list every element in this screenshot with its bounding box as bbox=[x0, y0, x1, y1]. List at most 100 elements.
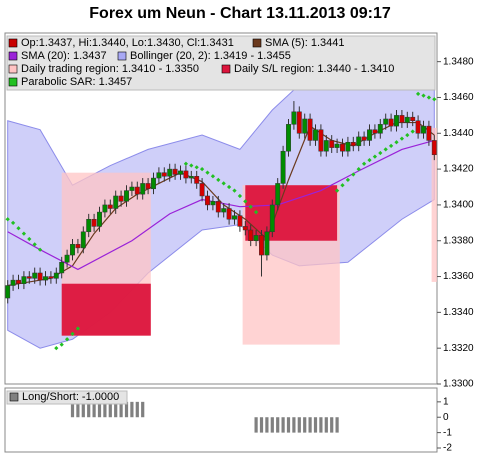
bar bbox=[313, 417, 318, 433]
candle-body bbox=[118, 195, 124, 202]
candle-body bbox=[253, 235, 259, 241]
sar-dot bbox=[399, 136, 405, 141]
candle-body bbox=[172, 168, 178, 175]
sar-dot bbox=[378, 150, 383, 156]
bar bbox=[87, 401, 91, 418]
candle-body bbox=[91, 218, 97, 227]
bar bbox=[319, 417, 323, 433]
legend-label: SMA (20): 1.3437 bbox=[21, 50, 107, 62]
y-tick-label: 1.3380 bbox=[443, 235, 474, 246]
sar-dot bbox=[27, 236, 32, 242]
candle-body bbox=[356, 136, 362, 147]
y-tick-label: 1.3440 bbox=[443, 128, 474, 139]
legend-label: Parabolic SAR: 1.3457 bbox=[21, 76, 132, 88]
legend-label: Op:1.3437, Hi:1.3440, Lo:1.3430, Cl:1.34… bbox=[21, 37, 234, 49]
bar bbox=[114, 401, 118, 418]
candle-body bbox=[345, 141, 351, 152]
legend-swatch bbox=[252, 38, 262, 48]
candle-body bbox=[404, 116, 410, 123]
candle-body bbox=[280, 150, 286, 184]
candle-body bbox=[145, 183, 151, 190]
candle-body bbox=[140, 183, 146, 195]
legend-label: SMA (5): 1.3441 bbox=[265, 37, 345, 49]
y-tick-label: 1.3320 bbox=[443, 343, 474, 354]
candle-body bbox=[334, 143, 340, 148]
candle-body bbox=[113, 195, 119, 209]
candle-body bbox=[302, 118, 308, 134]
candle-body bbox=[210, 201, 216, 206]
candle-body bbox=[37, 272, 43, 281]
candle-body bbox=[340, 143, 345, 152]
candle-body bbox=[431, 140, 437, 156]
legend-swatch bbox=[8, 51, 18, 61]
candle-body bbox=[361, 136, 367, 141]
candle-body bbox=[318, 129, 324, 152]
candle-body bbox=[323, 140, 329, 152]
bar bbox=[308, 417, 312, 433]
candle-body bbox=[75, 244, 81, 249]
y-tick-label: 1.3420 bbox=[443, 164, 474, 175]
bar bbox=[303, 417, 307, 433]
y-tick-label: 1.3300 bbox=[443, 379, 474, 390]
candle-body bbox=[259, 235, 264, 256]
legend-label: Daily S/L region: 1.3440 - 1.3410 bbox=[234, 63, 394, 75]
candle-body bbox=[372, 129, 378, 134]
bar bbox=[70, 401, 75, 418]
legend-swatch bbox=[221, 64, 231, 74]
candle-body bbox=[221, 208, 227, 213]
sar-dot bbox=[383, 147, 388, 152]
candle-body bbox=[307, 118, 313, 141]
candle-body bbox=[134, 186, 140, 195]
bar bbox=[81, 401, 85, 418]
sar-dot bbox=[334, 188, 340, 193]
bar bbox=[108, 401, 112, 418]
candle-body bbox=[226, 208, 232, 220]
sar-dot bbox=[388, 143, 394, 148]
legend-swatch bbox=[9, 392, 19, 402]
sar-dot bbox=[16, 226, 21, 231]
candle-body bbox=[32, 272, 38, 279]
sar-dot bbox=[356, 166, 361, 172]
sar-dot bbox=[37, 247, 43, 252]
candle-body bbox=[167, 168, 173, 177]
bar bbox=[119, 401, 123, 418]
bar bbox=[141, 401, 145, 418]
y-tick-label: 1.3460 bbox=[443, 92, 474, 103]
candle-body bbox=[26, 276, 32, 279]
sar-dot bbox=[10, 220, 16, 225]
y-tick-label: 1.3360 bbox=[443, 271, 474, 282]
legend-swatch bbox=[8, 64, 18, 74]
bar bbox=[76, 401, 80, 418]
bar bbox=[330, 417, 334, 433]
candle-body bbox=[394, 115, 399, 127]
candle-body bbox=[377, 124, 383, 134]
candle-body bbox=[64, 254, 70, 263]
candle-body bbox=[367, 129, 372, 141]
candle-body bbox=[269, 204, 275, 233]
candle-body bbox=[107, 204, 113, 209]
bar bbox=[281, 417, 285, 433]
candle-body bbox=[80, 231, 86, 249]
candle-body bbox=[70, 244, 75, 256]
legend-swatch bbox=[8, 77, 18, 87]
bar bbox=[254, 417, 258, 433]
bar bbox=[270, 417, 274, 433]
sar-dot bbox=[221, 181, 226, 186]
candle-body bbox=[48, 276, 54, 279]
legend-box bbox=[6, 35, 436, 91]
legend-label: Bollinger (20, 2): 1.3419 - 1.3455 bbox=[130, 50, 291, 62]
region bbox=[431, 127, 437, 282]
candle-body bbox=[21, 276, 27, 284]
sar-dot bbox=[32, 242, 37, 247]
candle-body bbox=[194, 176, 200, 184]
candle-body bbox=[350, 141, 356, 147]
sar-dot bbox=[243, 199, 248, 204]
sar-dot bbox=[345, 177, 351, 182]
candle-body bbox=[264, 231, 270, 256]
sar-dot bbox=[361, 161, 367, 166]
candle-body bbox=[205, 195, 210, 206]
bar bbox=[92, 401, 96, 418]
region bbox=[61, 283, 151, 336]
candle-body bbox=[296, 111, 302, 134]
